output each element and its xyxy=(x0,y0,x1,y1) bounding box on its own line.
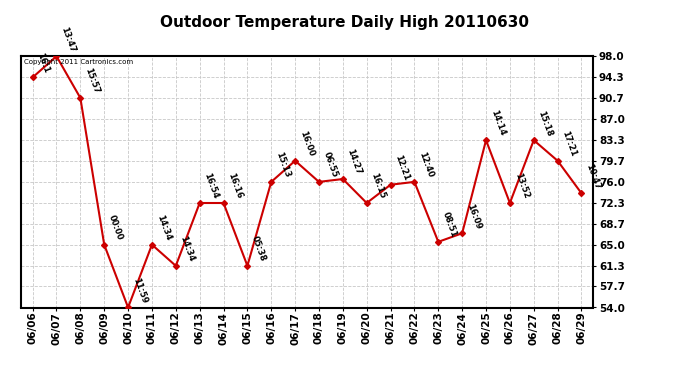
Text: Copyright 2011 Cartronics.com: Copyright 2011 Cartronics.com xyxy=(23,59,132,65)
Text: 14:14: 14:14 xyxy=(489,109,506,137)
Text: 06:55: 06:55 xyxy=(322,151,339,179)
Text: 16:1: 16:1 xyxy=(35,52,51,75)
Text: 11:59: 11:59 xyxy=(131,276,148,305)
Text: 17:21: 17:21 xyxy=(560,130,578,158)
Text: 16:15: 16:15 xyxy=(369,172,387,200)
Text: 12:21: 12:21 xyxy=(393,154,411,182)
Text: 15:57: 15:57 xyxy=(83,67,101,95)
Text: 15:13: 15:13 xyxy=(274,151,292,179)
Text: Outdoor Temperature Daily High 20110630: Outdoor Temperature Daily High 20110630 xyxy=(161,15,529,30)
Text: 12:40: 12:40 xyxy=(417,151,435,179)
Text: 14:34: 14:34 xyxy=(179,235,196,263)
Text: 15:18: 15:18 xyxy=(537,109,554,137)
Text: 16:09: 16:09 xyxy=(465,202,482,231)
Text: 13:47: 13:47 xyxy=(59,26,77,54)
Text: 13:52: 13:52 xyxy=(513,172,531,200)
Text: 16:16: 16:16 xyxy=(226,172,244,200)
Text: 05:38: 05:38 xyxy=(250,235,268,263)
Text: 14:34: 14:34 xyxy=(155,214,172,242)
Text: 08:51: 08:51 xyxy=(441,211,459,239)
Text: 10:47: 10:47 xyxy=(584,162,602,190)
Text: 14:27: 14:27 xyxy=(346,148,363,176)
Text: 16:00: 16:00 xyxy=(298,130,315,158)
Text: 00:00: 00:00 xyxy=(107,214,124,242)
Text: 16:54: 16:54 xyxy=(202,172,220,200)
